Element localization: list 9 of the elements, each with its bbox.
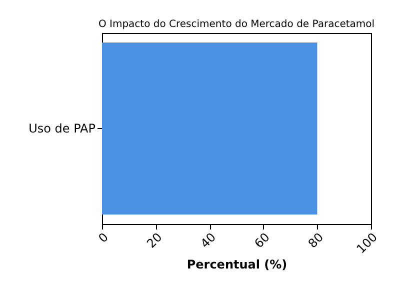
x-tick-label: 40 [198, 230, 219, 251]
chart-title: O Impacto do Crescimento do Mercado de Paracetamol [98, 19, 375, 30]
x-tick-label: 20 [144, 230, 165, 251]
x-tick-label: 60 [252, 230, 272, 251]
x-tick-label: 80 [305, 230, 326, 251]
x-axis-title: Percentual (%) [186, 257, 288, 272]
y-tick-label: Uso de PAP [28, 122, 96, 136]
x-tick-label: 0 [96, 230, 111, 246]
x-tick-label: 100 [354, 230, 380, 256]
